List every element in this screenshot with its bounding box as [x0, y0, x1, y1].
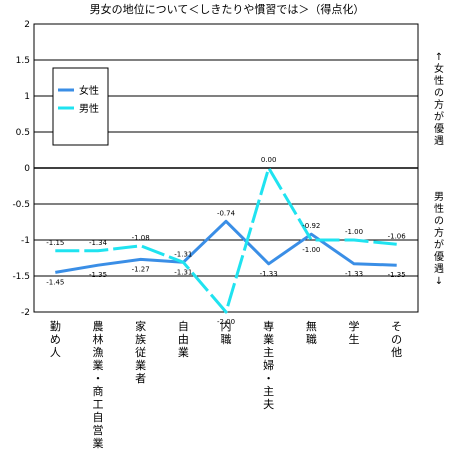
data-label-male: -1.34	[89, 239, 108, 247]
x-category-label: その他	[391, 320, 402, 359]
legend-label-male: 男性	[79, 102, 99, 115]
data-label-female: -1.45	[46, 278, 64, 286]
side-label-lower: 男性の方が優遇↓	[434, 191, 444, 287]
data-label-female: -1.33	[260, 270, 278, 278]
y-tick-label: 1.5	[16, 56, 30, 66]
y-axis-ticks: 2 1.5 1 0.5 0 -0.5 -1 -1.5 -2	[12, 20, 30, 318]
legend-label-female: 女性	[79, 84, 99, 97]
chart-title: 男女の地位について＜しきたりや慣習では＞（得点化）	[90, 2, 365, 16]
x-category-label: 学生	[349, 319, 360, 346]
y-tick-label: -1	[21, 236, 30, 246]
y-tick-label: -1.5	[12, 272, 30, 282]
data-label-female: -1.35	[89, 271, 107, 279]
y-tick-label: 0.5	[16, 128, 30, 138]
data-label-female: -1.27	[132, 265, 150, 273]
data-label-male: -1.06	[388, 232, 407, 240]
data-label-male: 0.00	[261, 156, 277, 164]
data-labels: -1.45 -1.15 -1.35 -1.34 -1.27 -1.08 -1.31 -1.31…	[46, 156, 406, 326]
data-label-male: -2.00	[217, 318, 235, 326]
data-label-female: -1.35	[388, 271, 406, 279]
data-label-female: -0.92	[302, 222, 320, 230]
x-category-label: 家族従業者	[135, 319, 146, 385]
data-label-male: -1.31	[174, 250, 192, 258]
series-line-male	[55, 166, 397, 314]
x-category-label: 専業主婦・主夫	[263, 320, 274, 411]
data-label-female: -1.33	[345, 270, 363, 278]
x-axis-categories: 勤め人 農林漁業・商工自営業 家族従業者 自由業 内職 専業主婦・主夫 無職 学生 その他	[50, 319, 402, 450]
series-lines	[55, 166, 397, 314]
data-label-male: -1.08	[132, 234, 150, 242]
data-label-female: -1.31	[174, 268, 192, 276]
x-category-label: 農林漁業・商工自営業	[93, 319, 104, 450]
x-category-label: 勤め人	[50, 320, 61, 359]
data-label-female: -0.74	[217, 209, 236, 217]
legend: 女性 男性	[52, 67, 109, 146]
x-category-label: 自由業	[178, 320, 189, 359]
x-category-label: 無職	[306, 319, 317, 346]
series-line-female	[55, 219, 397, 274]
y-tick-label: 2	[24, 20, 30, 30]
y-tick-label: 1	[24, 92, 30, 102]
y-tick-label: 0	[24, 164, 30, 174]
y-tick-label: -2	[21, 308, 30, 318]
x-category-label: 内職	[221, 319, 232, 346]
data-label-male: -1.00	[302, 246, 320, 254]
data-label-male: -1.15	[46, 239, 64, 247]
data-label-male: -1.00	[345, 228, 363, 236]
y-tick-label: -0.5	[12, 200, 30, 210]
side-label-upper: ↑女性の方が優遇	[434, 52, 444, 147]
